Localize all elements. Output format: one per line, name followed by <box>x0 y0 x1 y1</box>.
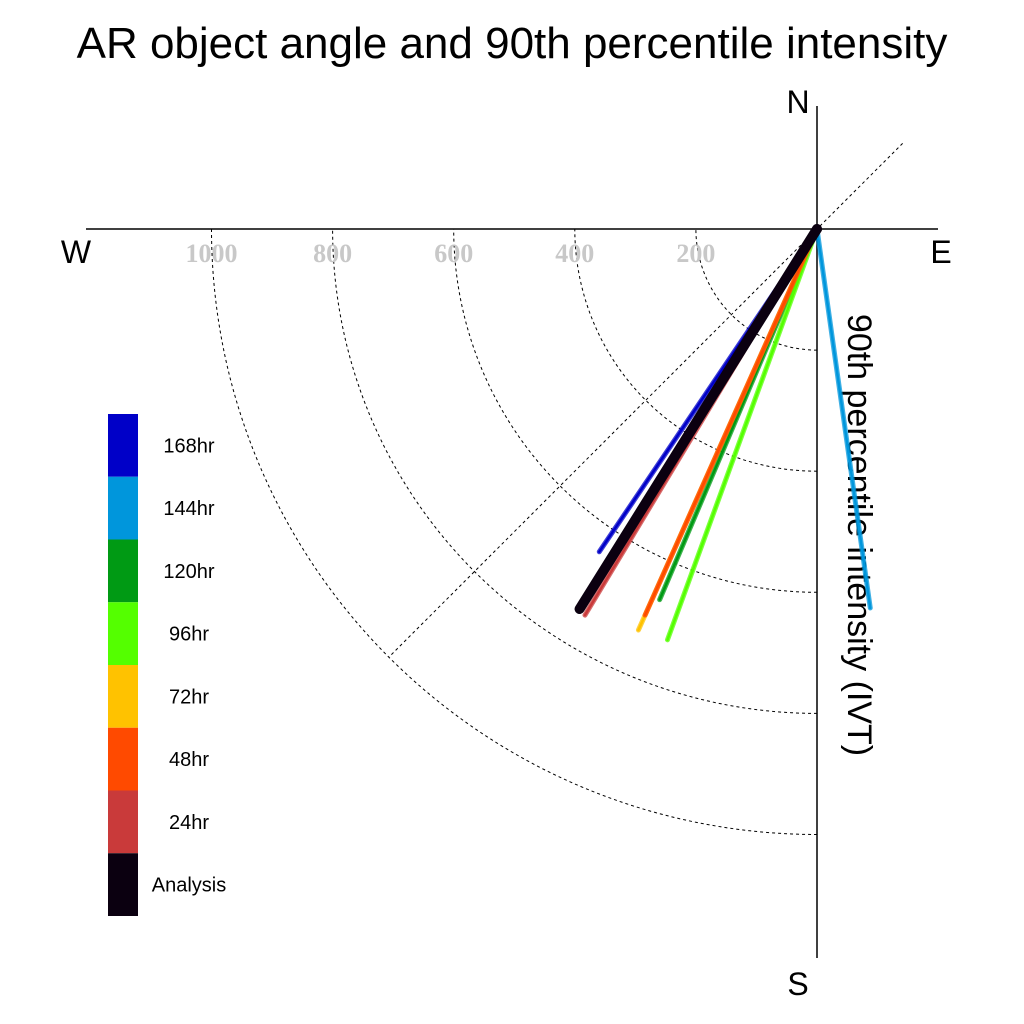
tick-label-200: 200 <box>676 239 715 268</box>
origin-dot <box>812 224 822 234</box>
legend-label-168hr: 168hr <box>163 435 214 457</box>
legend-swatch-168hr <box>108 414 138 477</box>
tick-label-400: 400 <box>555 239 594 268</box>
radial-tick-labels: 200 400 600 800 1000 <box>186 239 716 268</box>
legend-swatch-analysis <box>108 853 138 916</box>
south-label: S <box>787 966 808 1002</box>
vector-96hr <box>664 226 820 643</box>
legend: 168hr 144hr 120hr 96hr 72hr 48hr 24hr Analysis <box>108 414 226 916</box>
legend-label-120hr: 120hr <box>163 561 214 583</box>
vector-48hr <box>642 226 820 618</box>
vector-48hr-line <box>643 227 819 617</box>
legend-label-96hr: 96hr <box>169 624 209 646</box>
legend-label-144hr: 144hr <box>163 498 214 520</box>
east-label: E <box>930 234 951 270</box>
tick-label-1000: 1000 <box>186 239 238 268</box>
legend-swatch-96hr <box>108 602 138 665</box>
vector-analysis-line <box>574 224 822 614</box>
legend-swatch-144hr <box>108 476 138 540</box>
grid-arc-200 <box>695 228 818 351</box>
legend-swatch-24hr <box>108 790 138 854</box>
tick-label-800: 800 <box>313 239 352 268</box>
legend-label-analysis: Analysis <box>152 875 226 897</box>
legend-swatch-72hr <box>108 665 138 728</box>
grid-arc-600 <box>453 228 818 593</box>
north-label: N <box>786 84 809 120</box>
legend-label-48hr: 48hr <box>169 749 209 771</box>
tick-label-600: 600 <box>434 239 473 268</box>
vector-144hr-line <box>815 227 872 610</box>
legend-label-24hr: 24hr <box>169 812 209 834</box>
series-vectors <box>574 224 873 643</box>
chart-title: AR object angle and 90th percentile inte… <box>77 19 948 68</box>
grid-arc-400 <box>574 228 818 472</box>
vector-144hr <box>814 226 873 611</box>
grid-arc-800 <box>332 228 818 714</box>
vector-analysis <box>574 224 822 614</box>
west-label: W <box>61 234 92 270</box>
legend-label-72hr: 72hr <box>169 686 209 708</box>
vector-96hr-line <box>666 227 819 642</box>
legend-swatch-120hr <box>108 539 138 603</box>
legend-swatch-48hr <box>108 727 138 791</box>
